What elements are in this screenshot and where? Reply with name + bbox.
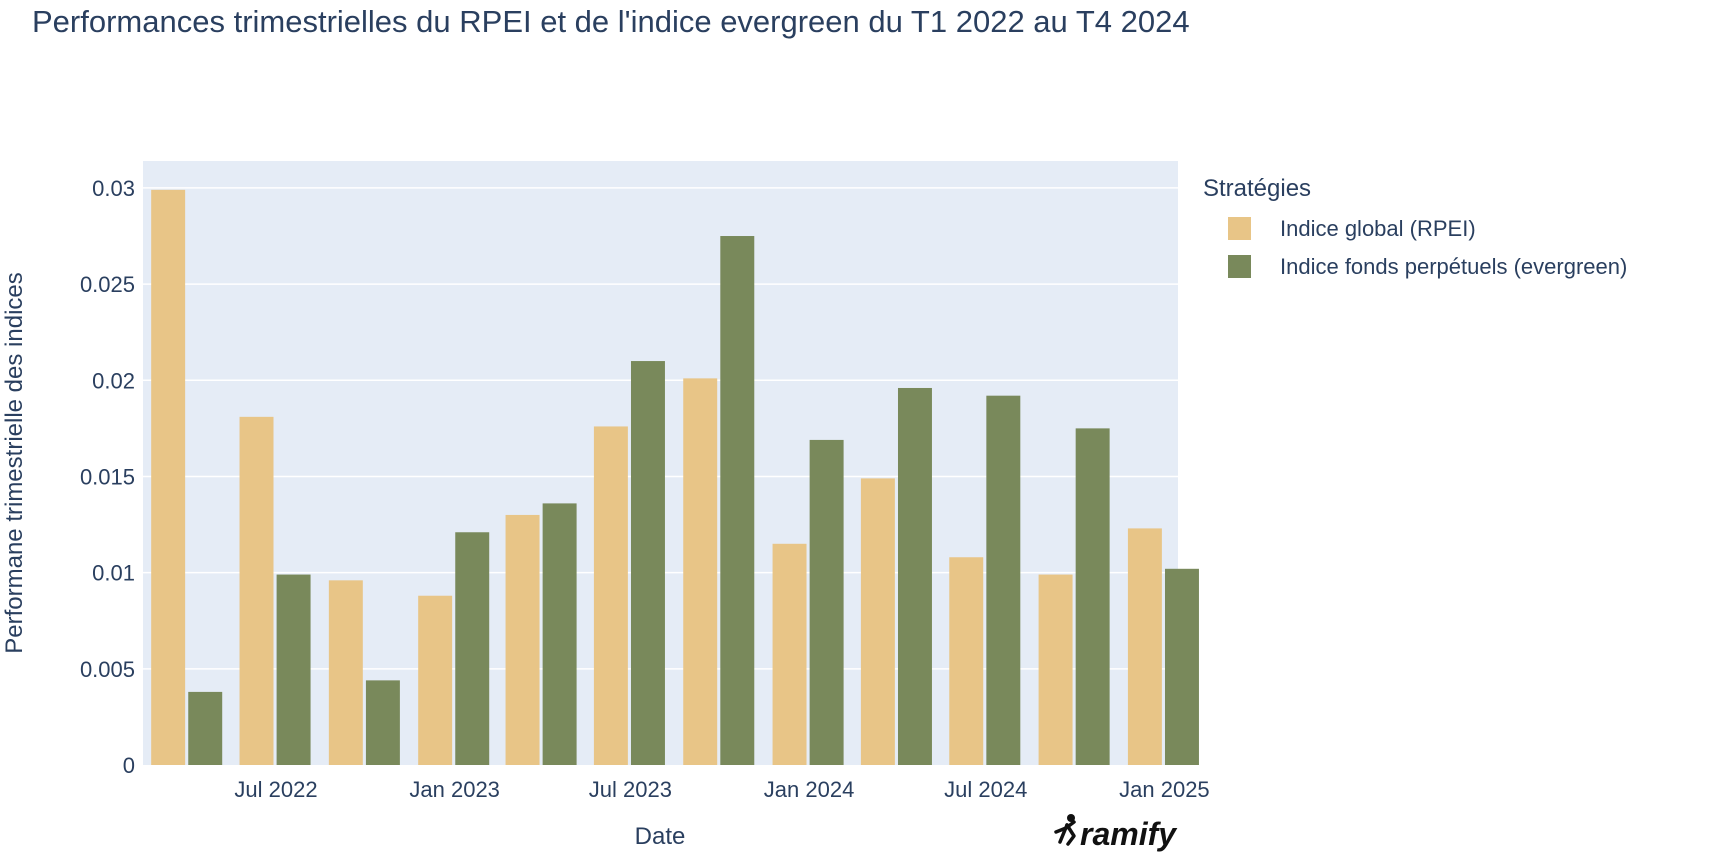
y-tick-label: 0.015 [80, 464, 135, 489]
watermark-text: ramify [1080, 816, 1178, 852]
bar-series1-8 [897, 387, 932, 765]
x-axis-title: Date [635, 823, 686, 850]
x-axis-ticks: Jul 2022 Jan 2023 Jul 2023 Jan 2024 Jul 2024… [234, 777, 1209, 802]
y-axis-ticks: 0 0.005 0.01 0.015 0.02 0.025 0.03 [80, 176, 135, 778]
bar-series0-8 [860, 478, 895, 765]
legend-title: Stratégies [1203, 175, 1311, 202]
bar-series1-4 [542, 503, 577, 765]
legend-items: Indice global (RPEI) Indice fonds perpétu… [1228, 216, 1627, 279]
bar-series1-10 [1075, 428, 1110, 765]
y-axis-title: Performane trimestrielle des indices [1, 272, 28, 653]
y-tick-label: 0.03 [92, 176, 135, 201]
x-tick-label: Jul 2024 [944, 777, 1027, 802]
bar-series0-3 [418, 595, 453, 765]
bar-series0-7 [772, 543, 807, 765]
y-tick-label: 0.025 [80, 272, 135, 297]
bar-series1-2 [365, 680, 400, 765]
legend-swatch [1228, 255, 1251, 278]
bar-series0-1 [239, 416, 274, 765]
legend-label: Indice fonds perpétuels (evergreen) [1280, 254, 1627, 279]
chart-title: Performances trimestrielles du RPEI et d… [32, 4, 1190, 39]
y-tick-label: 0.01 [92, 561, 135, 586]
x-tick-label: Jul 2023 [589, 777, 672, 802]
bar-series0-0 [151, 189, 186, 765]
bar-series1-5 [630, 361, 665, 765]
x-tick-label: Jan 2023 [409, 777, 500, 802]
ramify-watermark: ramify [1054, 814, 1178, 852]
x-tick-label: Jan 2024 [764, 777, 855, 802]
legend-label: Indice global (RPEI) [1280, 216, 1476, 241]
bar-series0-10 [1038, 574, 1073, 765]
bar-series1-11 [1164, 568, 1199, 765]
bar-series1-7 [809, 439, 844, 765]
legend: Stratégies Indice global (RPEI) Indice fo… [1203, 175, 1627, 279]
bar-series1-0 [188, 691, 223, 765]
bar-series0-4 [505, 514, 540, 765]
bar-series1-1 [276, 574, 311, 765]
running-figure-icon [1054, 814, 1076, 846]
legend-item: Indice global (RPEI) [1228, 216, 1476, 241]
bar-series1-6 [720, 236, 755, 765]
legend-item: Indice fonds perpétuels (evergreen) [1228, 254, 1627, 279]
y-tick-label: 0.02 [92, 368, 135, 393]
bars [151, 189, 1199, 765]
y-tick-label: 0.005 [80, 657, 135, 682]
bar-series0-9 [949, 557, 984, 765]
legend-swatch [1228, 217, 1251, 240]
bar-series0-11 [1127, 528, 1162, 765]
bar-series0-2 [328, 580, 363, 765]
bar-series1-9 [986, 395, 1021, 765]
bar-series0-5 [593, 426, 628, 765]
bar-series1-3 [455, 532, 490, 765]
y-tick-label: 0 [123, 753, 135, 778]
bar-series0-6 [683, 378, 718, 765]
x-tick-label: Jul 2022 [234, 777, 317, 802]
x-tick-label: Jan 2025 [1119, 777, 1210, 802]
